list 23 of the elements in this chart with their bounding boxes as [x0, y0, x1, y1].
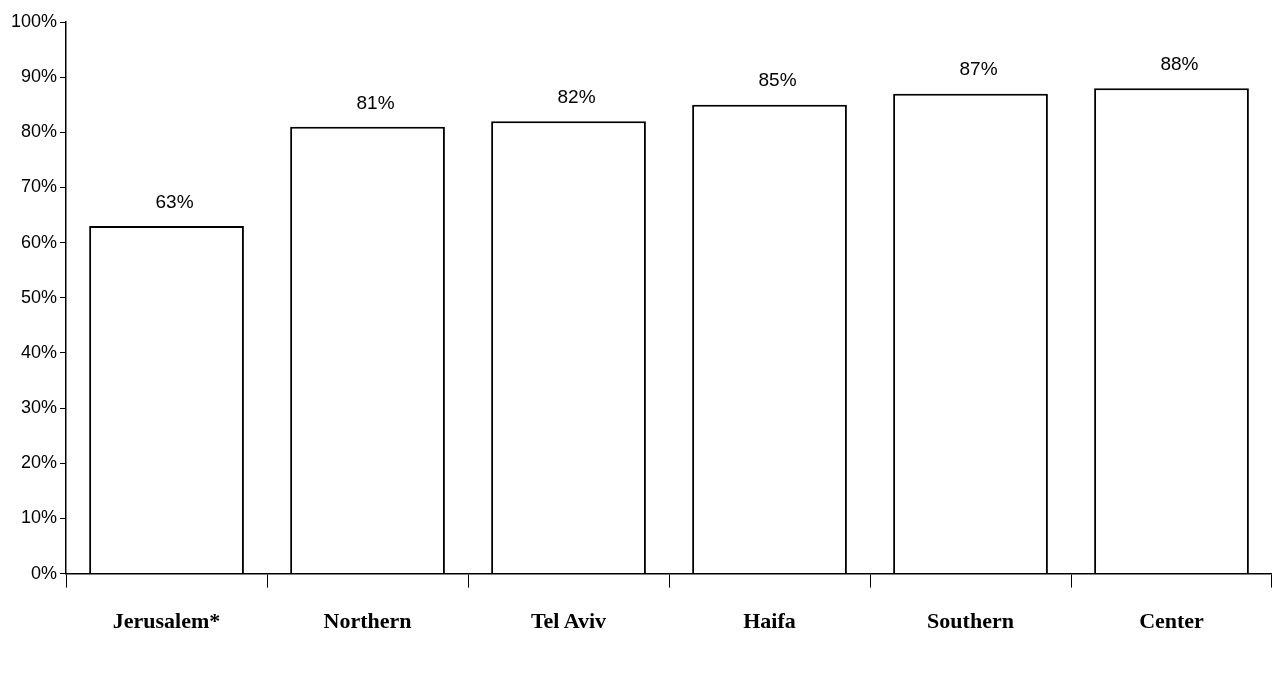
y-tick-label: 0%: [31, 562, 58, 583]
y-tick-label: 60%: [21, 231, 58, 252]
data-label: 82%: [557, 86, 596, 108]
x-tick-label: Northern: [323, 608, 412, 634]
data-label: 85%: [758, 69, 797, 91]
data-label: 63%: [155, 190, 194, 212]
x-tick-label: Jerusalem*: [112, 608, 221, 634]
y-tick-label: 50%: [21, 286, 58, 307]
y-tick-label: 40%: [21, 341, 58, 362]
y-tick-label: 10%: [21, 507, 58, 528]
y-tick-label: 70%: [21, 176, 58, 197]
y-tick-label: 20%: [21, 452, 58, 473]
y-tick-label: 80%: [21, 121, 58, 142]
data-label: 81%: [356, 91, 395, 113]
x-tick-label: Tel Aviv: [530, 608, 607, 634]
x-tick-label: Southern: [927, 608, 1014, 634]
y-tick-label: 90%: [21, 66, 58, 87]
data-label: 88%: [1160, 52, 1199, 74]
data-label: 87%: [959, 58, 998, 80]
x-tick-label: Center: [1139, 608, 1205, 634]
y-tick-label: 100%: [10, 10, 58, 31]
y-tick-label: 30%: [21, 397, 58, 418]
x-tick-label: Haifa: [743, 608, 796, 634]
